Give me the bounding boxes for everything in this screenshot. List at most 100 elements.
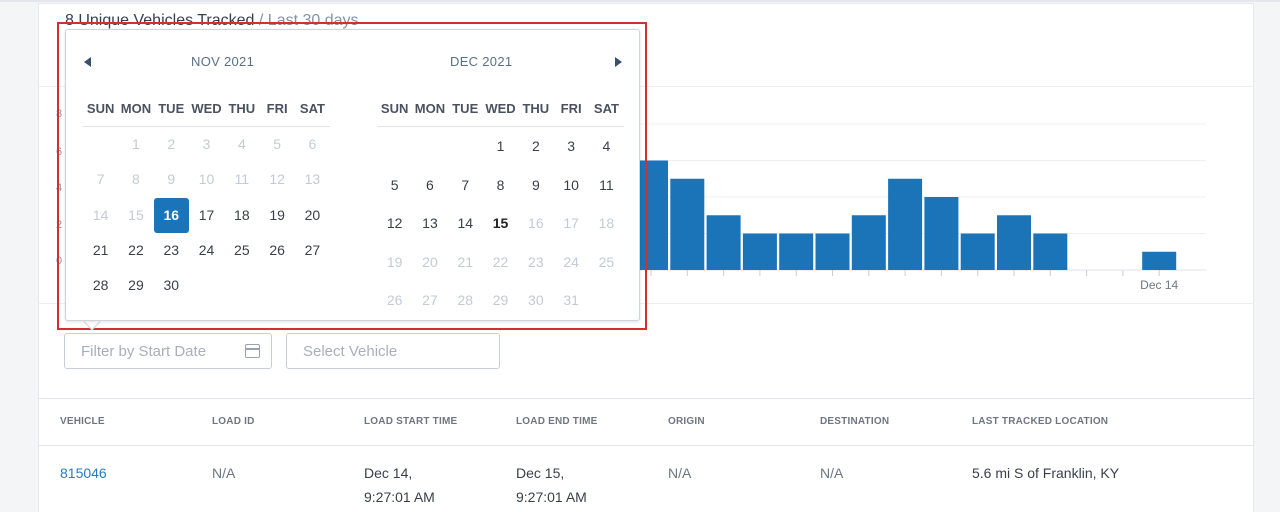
weekday-label: TUE [158, 101, 185, 116]
weekday-divider [377, 126, 625, 127]
header-vehicle[interactable]: VEHICLE [60, 416, 105, 427]
day-dec-7[interactable]: 7 [461, 176, 470, 193]
weekday-label: WED [485, 101, 516, 116]
day-nov-26[interactable]: 26 [269, 241, 285, 258]
day-nov-21[interactable]: 21 [92, 241, 109, 258]
histogram-bar[interactable] [670, 178, 705, 270]
table-divider [38, 398, 1254, 399]
week-row: 21 22 23 24 25 26 27 [83, 233, 330, 268]
day-dec-29: 29 [492, 292, 509, 308]
vehicle-select-input[interactable] [287, 334, 499, 368]
left-month-title: NOV 2021 [191, 54, 255, 69]
day-nov-22[interactable]: 22 [128, 241, 144, 258]
weekday-row: SUN MON TUE WED THU FRI SAT [377, 96, 624, 121]
day-dec-9[interactable]: 9 [531, 176, 540, 193]
day-dec-25: 25 [598, 253, 615, 270]
top-divider [0, 0, 1280, 2]
calendar-icon[interactable] [245, 344, 260, 358]
day-dec-1[interactable]: 1 [496, 138, 505, 154]
day-nov-23[interactable]: 23 [163, 241, 180, 258]
load-id-cell: N/A [212, 465, 236, 481]
histogram-bar[interactable] [815, 233, 850, 271]
day-dec-12[interactable]: 12 [386, 215, 403, 231]
weekday-label: TUE [452, 101, 479, 116]
vehicle-link[interactable]: 815046 [60, 465, 107, 481]
day-nov-24[interactable]: 24 [198, 241, 215, 258]
weekday-label: THU [228, 101, 256, 116]
weekday-label: MON [120, 101, 152, 116]
histogram-bar[interactable] [960, 233, 995, 271]
day-nov-25[interactable]: 25 [234, 241, 250, 258]
day-dec-14[interactable]: 14 [457, 215, 474, 231]
histogram-bar[interactable] [888, 178, 923, 270]
table-header-divider [38, 445, 1254, 446]
histogram-bar[interactable] [997, 215, 1031, 270]
calendar-nov: SUN MON TUE WED THU FRI SAT 1 2 3 4 5 6 7 8 9 10 1… [83, 96, 331, 303]
header-load-id[interactable]: LOAD ID [212, 416, 255, 427]
day-nov-29[interactable]: 29 [128, 277, 144, 294]
histogram-bar[interactable] [1033, 233, 1068, 271]
header-load-start-time[interactable]: LOAD START TIME [364, 416, 458, 427]
histogram-bar[interactable] [742, 233, 777, 271]
week-row: 7 8 9 10 11 12 13 [83, 162, 330, 197]
load-end-date: Dec 15, [516, 465, 565, 481]
period-text: / Last 30 days [254, 12, 359, 29]
day-nov-18[interactable]: 18 [234, 206, 250, 223]
empty-day-cell [224, 268, 259, 303]
day-nov-20[interactable]: 20 [304, 206, 321, 223]
day-nov-2: 2 [167, 136, 176, 152]
day-nov-12: 12 [269, 171, 285, 188]
weekday-row: SUN MON TUE WED THU FRI SAT [83, 96, 330, 121]
week-row: 12 13 14 15 16 17 18 [377, 204, 624, 243]
weekday-label: SUN [86, 101, 115, 116]
day-nov-17[interactable]: 17 [198, 206, 215, 223]
day-nov-30[interactable]: 30 [163, 277, 180, 294]
day-dec-2[interactable]: 2 [531, 138, 540, 154]
day-nov-19[interactable]: 19 [269, 206, 285, 223]
day-nov-1: 1 [132, 136, 140, 152]
prev-month-icon[interactable] [84, 57, 91, 67]
weekday-label: MON [414, 101, 446, 116]
histogram-bar[interactable] [924, 197, 959, 270]
header-last-tracked-location[interactable]: LAST TRACKED LOCATION [972, 416, 1109, 427]
day-dec-30: 30 [528, 292, 544, 308]
y-tick-label: 0 [56, 255, 63, 267]
day-dec-11[interactable]: 11 [599, 176, 614, 193]
day-dec-8[interactable]: 8 [496, 176, 505, 193]
weekday-label: FRI [560, 101, 582, 116]
day-nov-16-selected[interactable]: 16 [153, 197, 189, 233]
day-nov-27[interactable]: 27 [304, 241, 321, 258]
load-start-time: 9:27:01 AM [364, 489, 435, 505]
start-date-input[interactable] [65, 334, 271, 368]
header-destination[interactable]: DESTINATION [820, 416, 890, 427]
day-dec-20: 20 [422, 253, 438, 270]
day-dec-10[interactable]: 10 [563, 176, 579, 193]
day-dec-5[interactable]: 5 [390, 176, 399, 193]
vehicles-summary: 8 Unique Vehicles Tracked / Last 30 days [65, 12, 359, 30]
histogram-bar[interactable] [779, 233, 814, 271]
day-dec-3[interactable]: 3 [567, 138, 576, 154]
week-row: 14 15 16 17 18 19 20 [83, 197, 330, 233]
day-dec-17: 17 [563, 215, 579, 231]
day-dec-31: 31 [563, 292, 579, 308]
header-load-end-time[interactable]: LOAD END TIME [516, 416, 598, 427]
weekday-label: FRI [266, 101, 288, 116]
day-dec-4[interactable]: 4 [602, 138, 611, 154]
day-dec-19: 19 [386, 253, 403, 270]
histogram-bar[interactable] [851, 215, 886, 270]
day-nov-6: 6 [308, 136, 317, 152]
day-dec-15[interactable]: 15 [492, 215, 509, 231]
calendar-dec: SUN MON TUE WED THU FRI SAT 1 2 3 4 5 6 7 8 9 10 1… [377, 96, 625, 320]
histogram-bar[interactable] [1142, 251, 1177, 270]
day-nov-28[interactable]: 28 [92, 277, 109, 294]
day-dec-13[interactable]: 13 [422, 215, 438, 231]
day-dec-6[interactable]: 6 [426, 176, 434, 193]
header-origin[interactable]: ORIGIN [668, 416, 705, 427]
vehicle-filter[interactable] [286, 333, 500, 369]
weekday-divider [83, 126, 331, 127]
histogram-bar[interactable] [706, 215, 741, 270]
day-dec-21: 21 [457, 253, 474, 270]
start-date-filter[interactable] [64, 333, 272, 369]
empty-day-cell [189, 268, 224, 303]
next-month-icon[interactable] [615, 57, 622, 67]
